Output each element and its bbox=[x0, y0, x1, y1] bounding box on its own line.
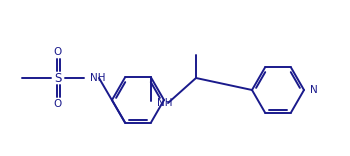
Text: N: N bbox=[310, 85, 318, 95]
Text: NH: NH bbox=[157, 98, 173, 108]
Text: O: O bbox=[54, 47, 62, 57]
Text: NH: NH bbox=[90, 73, 105, 83]
Text: O: O bbox=[54, 99, 62, 109]
Text: S: S bbox=[54, 71, 62, 85]
